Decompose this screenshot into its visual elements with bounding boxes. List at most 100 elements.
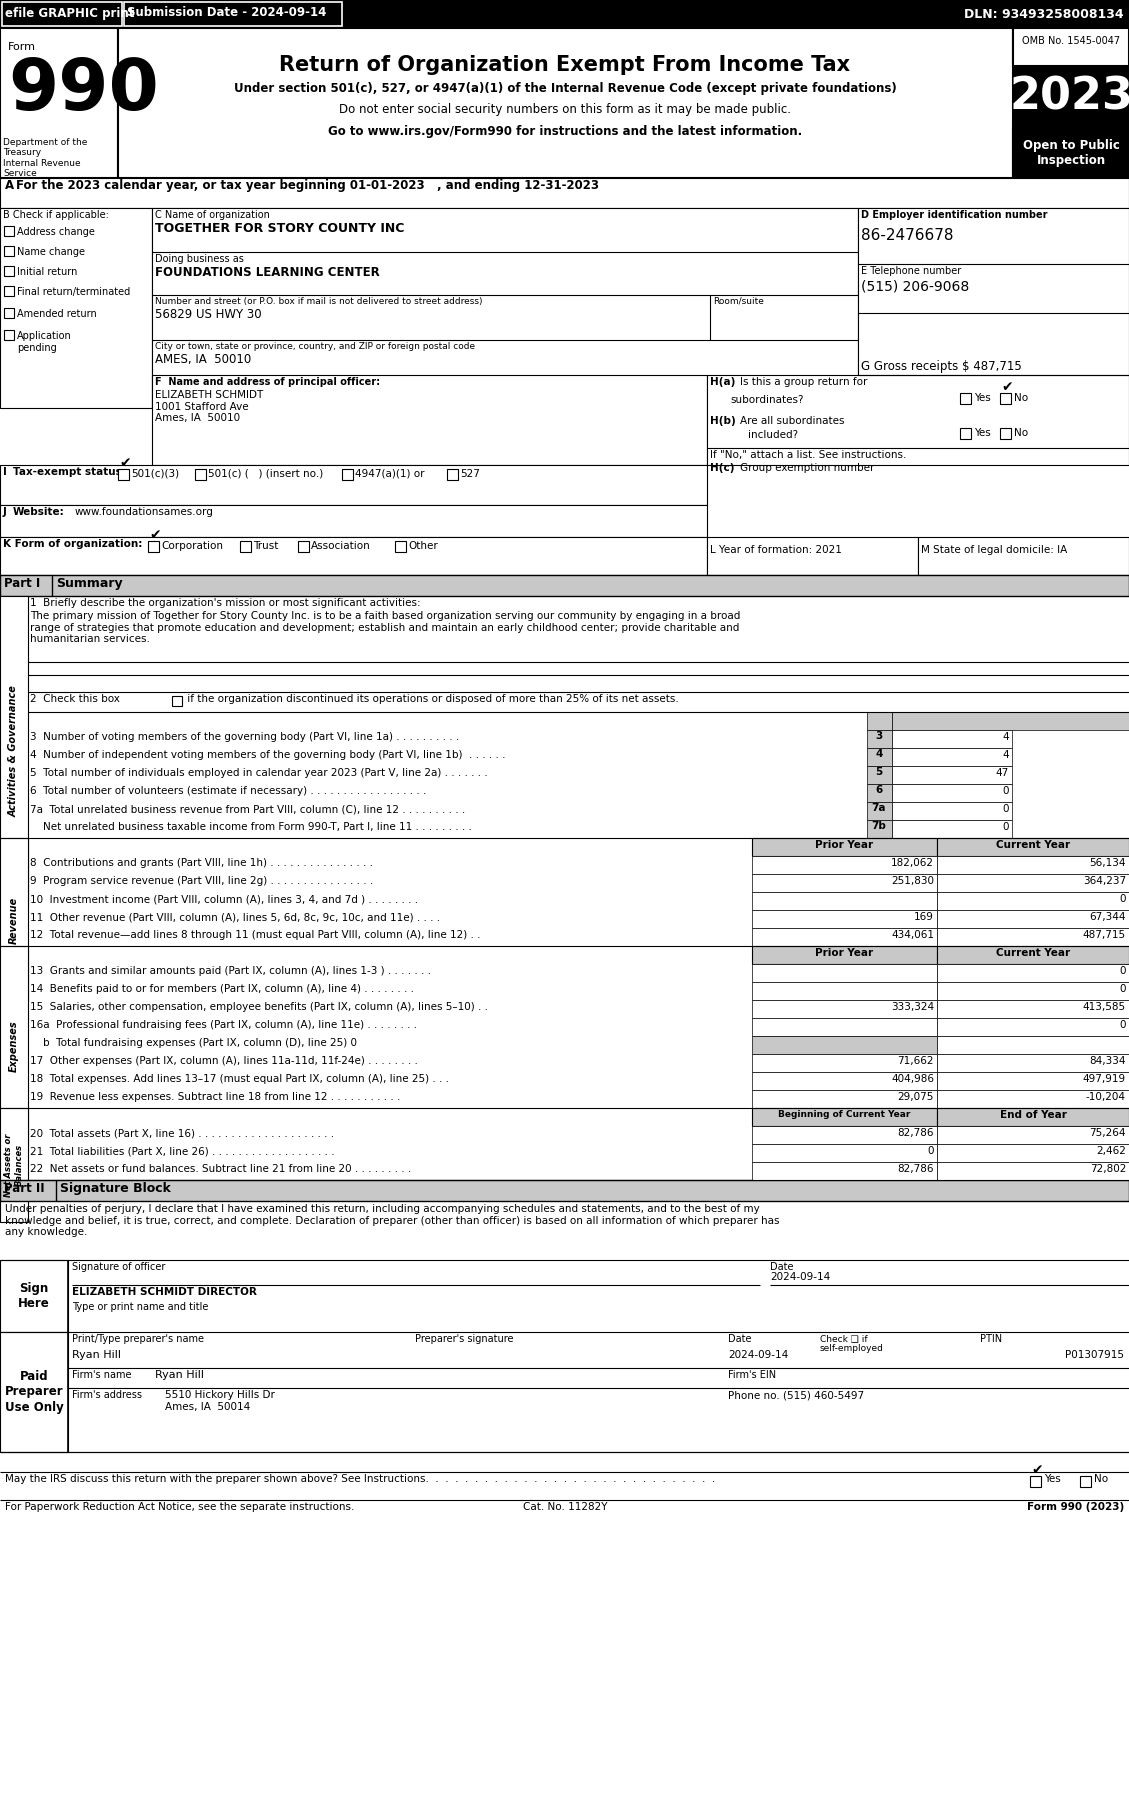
Text: Print/Type preparer's name: Print/Type preparer's name (72, 1333, 204, 1344)
Text: Are all subordinates: Are all subordinates (739, 416, 844, 425)
Bar (1000, 429, 1010, 440)
Bar (937, 1108, 1129, 1126)
Text: I: I (3, 467, 7, 478)
Bar (0, 207, 152, 407)
Text: 6: 6 (875, 786, 883, 795)
Text: 8  Contributions and grants (Part VIII, line 1h) . . . . . . . . . . . . . . . .: 8 Contributions and grants (Part VIII, l… (30, 858, 373, 869)
Text: 0: 0 (1003, 822, 1009, 833)
Text: 86-2476678: 86-2476678 (861, 229, 954, 243)
Text: 82,786: 82,786 (898, 1164, 934, 1173)
Text: 72,802: 72,802 (1089, 1164, 1126, 1173)
Text: 10  Investment income (Part VIII, column (A), lines 3, 4, and 7d ) . . . . . . .: 10 Investment income (Part VIII, column … (30, 894, 418, 905)
Text: FOUNDATIONS LEARNING CENTER: FOUNDATIONS LEARNING CENTER (155, 267, 379, 279)
Bar (937, 964, 1129, 982)
Text: 67,344: 67,344 (1089, 912, 1126, 923)
Text: 0: 0 (1003, 804, 1009, 815)
Text: 404,986: 404,986 (891, 1074, 934, 1085)
Text: 7a  Total unrelated business revenue from Part VIII, column (C), line 12 . . . .: 7a Total unrelated business revenue from… (30, 804, 465, 815)
Text: Other: Other (408, 541, 438, 551)
Text: 19  Revenue less expenses. Subtract line 18 from line 12 . . . . . . . . . . .: 19 Revenue less expenses. Subtract line … (30, 1092, 401, 1103)
Text: 82,786: 82,786 (898, 1128, 934, 1139)
Text: Name change: Name change (17, 247, 85, 258)
Text: D Employer identification number: D Employer identification number (861, 211, 1048, 220)
Text: Current Year: Current Year (996, 840, 1070, 851)
Bar (5, 287, 14, 296)
Bar (0, 178, 1129, 207)
Text: Under penalties of perjury, I declare that I have examined this return, includin: Under penalties of perjury, I declare th… (5, 1204, 779, 1238)
Text: 16a  Professional fundraising fees (Part IX, column (A), line 11e) . . . . . . .: 16a Professional fundraising fees (Part … (30, 1020, 417, 1031)
Text: 4947(a)(1) or: 4947(a)(1) or (355, 469, 425, 479)
Text: C Name of organization: C Name of organization (155, 211, 270, 220)
Bar (937, 1054, 1129, 1072)
Bar (342, 469, 353, 479)
Text: 15  Salaries, other compensation, employee benefits (Part IX, column (A), lines : 15 Salaries, other compensation, employe… (30, 1002, 488, 1013)
Text: efile GRAPHIC print: efile GRAPHIC print (5, 7, 134, 20)
Text: 75,264: 75,264 (1089, 1128, 1126, 1139)
Text: 527: 527 (460, 469, 480, 479)
Bar (867, 748, 892, 766)
Bar (752, 892, 937, 910)
Text: Application
pending: Application pending (17, 332, 72, 353)
Text: 501(c)(3): 501(c)(3) (131, 469, 180, 479)
Text: Firm's address: Firm's address (72, 1389, 142, 1400)
Text: 2023: 2023 (1009, 76, 1129, 119)
Text: Yes: Yes (974, 393, 991, 404)
Text: Part I: Part I (5, 577, 41, 589)
Text: Yes: Yes (1044, 1474, 1061, 1485)
Text: Net Assets or
Balances: Net Assets or Balances (5, 1133, 24, 1197)
Text: www.foundationsames.org: www.foundationsames.org (75, 506, 213, 517)
Text: City or town, state or province, country, and ZIP or foreign postal code: City or town, state or province, country… (155, 342, 475, 351)
Text: For Paperwork Reduction Act Notice, see the separate instructions.: For Paperwork Reduction Act Notice, see … (5, 1503, 355, 1512)
Text: B Check if applicable:: B Check if applicable: (3, 211, 108, 220)
Text: L Year of formation: 2021: L Year of formation: 2021 (710, 544, 842, 555)
Bar (707, 375, 1129, 465)
Text: Group exemption number: Group exemption number (739, 463, 874, 472)
Bar (867, 730, 892, 748)
Bar (5, 267, 14, 276)
Text: ELIZABETH SCHMIDT
1001 Stafford Ave
Ames, IA  50010: ELIZABETH SCHMIDT 1001 Stafford Ave Ames… (155, 389, 263, 423)
Text: May the IRS discuss this return with the preparer shown above? See Instructions.: May the IRS discuss this return with the… (5, 1474, 716, 1485)
Bar (752, 1162, 937, 1180)
Text: H(b): H(b) (710, 416, 736, 425)
Text: 7b: 7b (872, 822, 886, 831)
Text: Revenue: Revenue (9, 896, 19, 944)
Text: For the 2023 calendar year, or tax year beginning 01-01-2023   , and ending 12-3: For the 2023 calendar year, or tax year … (16, 178, 599, 193)
Bar (937, 1036, 1129, 1054)
Text: ✔: ✔ (119, 456, 131, 470)
Text: AMES, IA  50010: AMES, IA 50010 (155, 353, 252, 366)
Text: 990: 990 (8, 56, 159, 124)
Text: 17  Other expenses (Part IX, column (A), lines 11a-11d, 11f-24e) . . . . . . . .: 17 Other expenses (Part IX, column (A), … (30, 1056, 418, 1067)
Bar (867, 712, 892, 730)
Text: ✔: ✔ (1031, 1463, 1042, 1478)
Bar (172, 696, 182, 706)
Bar (0, 29, 119, 178)
Text: Sign
Here: Sign Here (18, 1281, 50, 1310)
Bar (152, 207, 858, 407)
Text: 364,237: 364,237 (1083, 876, 1126, 887)
Text: 1  Briefly describe the organization's mission or most significant activities:: 1 Briefly describe the organization's mi… (30, 598, 421, 607)
Bar (752, 1018, 937, 1036)
Text: 0: 0 (928, 1146, 934, 1157)
Text: Firm's EIN: Firm's EIN (728, 1370, 776, 1380)
Text: 3: 3 (875, 732, 883, 741)
Bar (0, 1260, 68, 1332)
Text: Cat. No. 11282Y: Cat. No. 11282Y (523, 1503, 607, 1512)
Text: Association: Association (310, 541, 370, 551)
Bar (937, 928, 1129, 946)
Bar (918, 537, 1129, 575)
Bar (892, 784, 1012, 802)
Text: Paid
Preparer
Use Only: Paid Preparer Use Only (5, 1371, 63, 1413)
Text: 56,134: 56,134 (1089, 858, 1126, 869)
Bar (937, 1018, 1129, 1036)
Text: Yes: Yes (974, 429, 991, 438)
Bar (240, 541, 251, 551)
Text: Do not enter social security numbers on this form as it may be made public.: Do not enter social security numbers on … (339, 103, 791, 115)
Bar (937, 982, 1129, 1000)
Bar (937, 1072, 1129, 1090)
Text: K Form of organization:: K Form of organization: (3, 539, 142, 550)
Bar (5, 225, 14, 236)
Text: The primary mission of Together for Story County Inc. is to be a faith based org: The primary mission of Together for Stor… (30, 611, 741, 643)
Text: Form: Form (8, 41, 36, 52)
Text: Summary: Summary (56, 577, 123, 589)
Text: 7a: 7a (872, 804, 886, 813)
